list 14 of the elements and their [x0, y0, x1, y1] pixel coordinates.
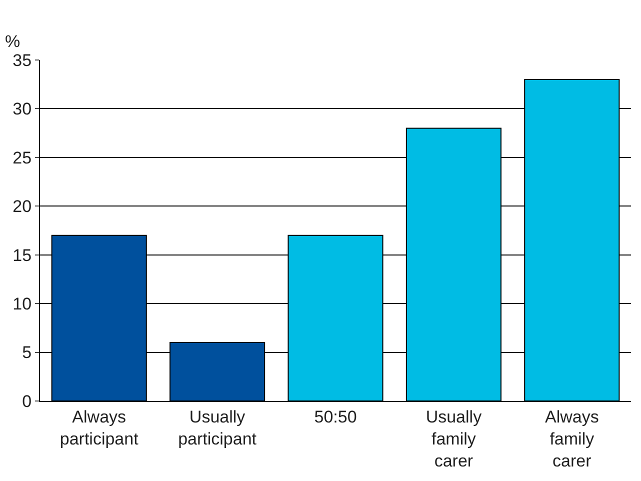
y-tick-label: 35: [12, 50, 32, 70]
x-tick-label: 50:50: [314, 407, 357, 426]
x-tick-label: Usually family carer: [426, 407, 482, 471]
x-tick-label: Always family carer: [544, 407, 599, 471]
y-tick-label: 10: [12, 294, 32, 314]
y-tick-label: 5: [22, 343, 32, 362]
y-tick-label: 15: [12, 246, 32, 265]
y-tick-label: 20: [12, 197, 32, 216]
y-tick-label: 25: [12, 148, 32, 168]
x-tick-label: Always participant: [60, 407, 139, 448]
y-axis-title: %: [5, 32, 20, 51]
x-tick-label: Usually participant: [178, 407, 257, 448]
y-tick-label: 0: [22, 392, 32, 411]
y-tick-label: 30: [12, 100, 32, 119]
